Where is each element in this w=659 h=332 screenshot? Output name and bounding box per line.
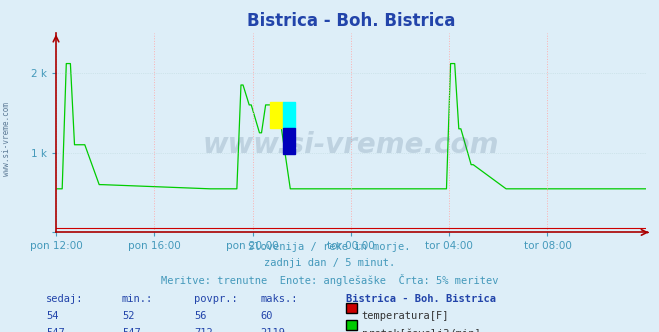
Text: sedaj:: sedaj: [46,294,84,304]
Text: min.:: min.: [122,294,153,304]
Bar [283,102,295,128]
Text: 547: 547 [46,328,65,332]
Text: www.si-vreme.com: www.si-vreme.com [2,103,11,176]
Text: 2119: 2119 [260,328,285,332]
Text: temperatura[F]: temperatura[F] [362,311,449,321]
Text: Meritve: trenutne  Enote: anglešaške  Črta: 5% meritev: Meritve: trenutne Enote: anglešaške Črta… [161,274,498,286]
Text: maks.:: maks.: [260,294,298,304]
Title: Bistrica - Boh. Bistrica: Bistrica - Boh. Bistrica [246,12,455,30]
Text: zadnji dan / 5 minut.: zadnji dan / 5 minut. [264,258,395,268]
Text: povpr.:: povpr.: [194,294,238,304]
Bar [283,128,295,154]
Text: 52: 52 [122,311,134,321]
Text: www.si-vreme.com: www.si-vreme.com [203,131,499,159]
Bar [270,102,283,128]
Text: Bistrica - Boh. Bistrica: Bistrica - Boh. Bistrica [346,294,496,304]
Text: 60: 60 [260,311,273,321]
Text: Slovenija / reke in morje.: Slovenija / reke in morje. [248,242,411,252]
Text: 54: 54 [46,311,59,321]
Text: 712: 712 [194,328,213,332]
Text: pretok[čevelj3/min]: pretok[čevelj3/min] [362,328,480,332]
Text: 547: 547 [122,328,140,332]
Text: 56: 56 [194,311,207,321]
